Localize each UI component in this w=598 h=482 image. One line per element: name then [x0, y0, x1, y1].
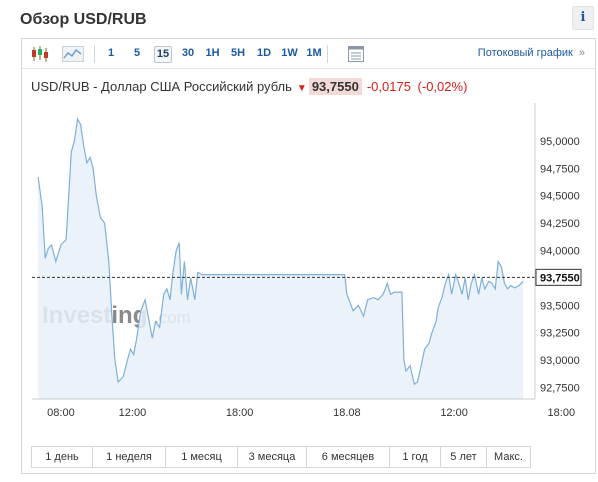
price-chart[interactable]: Investing.com95,000094,750094,500094,250…	[22, 99, 595, 419]
price-line	[37, 117, 524, 386]
interval-1w[interactable]: 1W	[281, 47, 298, 59]
x-tick-label: 18:00	[548, 407, 576, 419]
range-button[interactable]: 1 день	[32, 447, 93, 467]
range-button[interactable]: 1 месяц	[166, 447, 238, 467]
range-button[interactable]: 1 неделя	[93, 447, 166, 467]
x-tick-label: 12:00	[119, 407, 147, 419]
chevron-right-icon: »	[578, 47, 585, 59]
time-range-selector: 1 день 1 неделя 1 месяц 3 месяца 6 месяцев 1 …	[31, 446, 531, 468]
range-button[interactable]: 6 месяцев	[307, 447, 390, 467]
interval-1d[interactable]: 1D	[256, 47, 272, 59]
streaming-chart-link[interactable]: Потоковый график »	[478, 47, 585, 59]
last-price: 93,7550	[308, 78, 362, 95]
chart-toolbar: 1 5 15 30 1H 5H 1D 1W 1M Потоковый график»	[22, 39, 595, 69]
toolbar-divider	[94, 45, 95, 63]
y-tick-label: 94,0000	[540, 246, 580, 258]
range-button[interactable]: 3 месяца	[238, 447, 307, 467]
interval-15[interactable]: 15	[154, 46, 172, 63]
interval-1[interactable]: 1	[107, 47, 115, 59]
overview-header: Обзор USD/RUB i	[20, 0, 598, 40]
y-tick-label: 94,7500	[540, 163, 580, 175]
price-area-fill	[38, 119, 524, 399]
range-button[interactable]: 5 лет	[441, 447, 487, 467]
table-icon[interactable]	[347, 44, 365, 64]
interval-1m[interactable]: 1M	[306, 47, 322, 59]
area-chart-icon[interactable]	[62, 44, 84, 64]
down-arrow-icon: ▼	[296, 83, 307, 94]
y-tick-label: 92,7500	[540, 382, 580, 394]
range-button[interactable]: 1 год	[390, 447, 441, 467]
y-tick-label: 93,2500	[540, 328, 580, 340]
price-change-percent: (-0,02%)	[417, 79, 468, 94]
x-tick-label: 08:00	[47, 407, 75, 419]
interval-5h[interactable]: 5H	[230, 47, 246, 59]
interval-1h[interactable]: 1H	[205, 47, 220, 59]
info-icon[interactable]: i	[572, 6, 594, 30]
interval-30[interactable]: 30	[181, 47, 195, 59]
y-tick-label: 94,2500	[540, 218, 580, 230]
candlestick-icon[interactable]	[30, 44, 50, 64]
price-change: -0,0175	[366, 79, 411, 94]
instrument-name: USD/RUB - Доллар США Российский рубль	[31, 79, 292, 94]
page-title: Обзор USD/RUB	[20, 11, 147, 28]
x-tick-label: 18:00	[226, 407, 254, 419]
chart-widget: 1 5 15 30 1H 5H 1D 1W 1M Потоковый график» USD/R…	[21, 38, 596, 474]
range-button[interactable]: Макс.	[487, 447, 530, 467]
x-tick-label: 12:00	[440, 407, 468, 419]
current-price-label: 93,7550	[540, 272, 580, 284]
interval-5[interactable]: 5	[133, 47, 141, 59]
y-tick-label: 93,5000	[540, 300, 580, 312]
y-tick-label: 93,0000	[540, 355, 580, 367]
streaming-chart-label: Потоковый график	[477, 47, 573, 59]
x-tick-label: 18.08	[333, 407, 361, 419]
y-tick-label: 95,0000	[540, 136, 580, 148]
current-price-tag	[535, 268, 582, 286]
y-tick-label: 94,5000	[540, 191, 580, 203]
quote-line: USD/RUB - Доллар США Российский рубль ▼ 93…	[31, 78, 468, 99]
toolbar-divider	[327, 45, 328, 63]
